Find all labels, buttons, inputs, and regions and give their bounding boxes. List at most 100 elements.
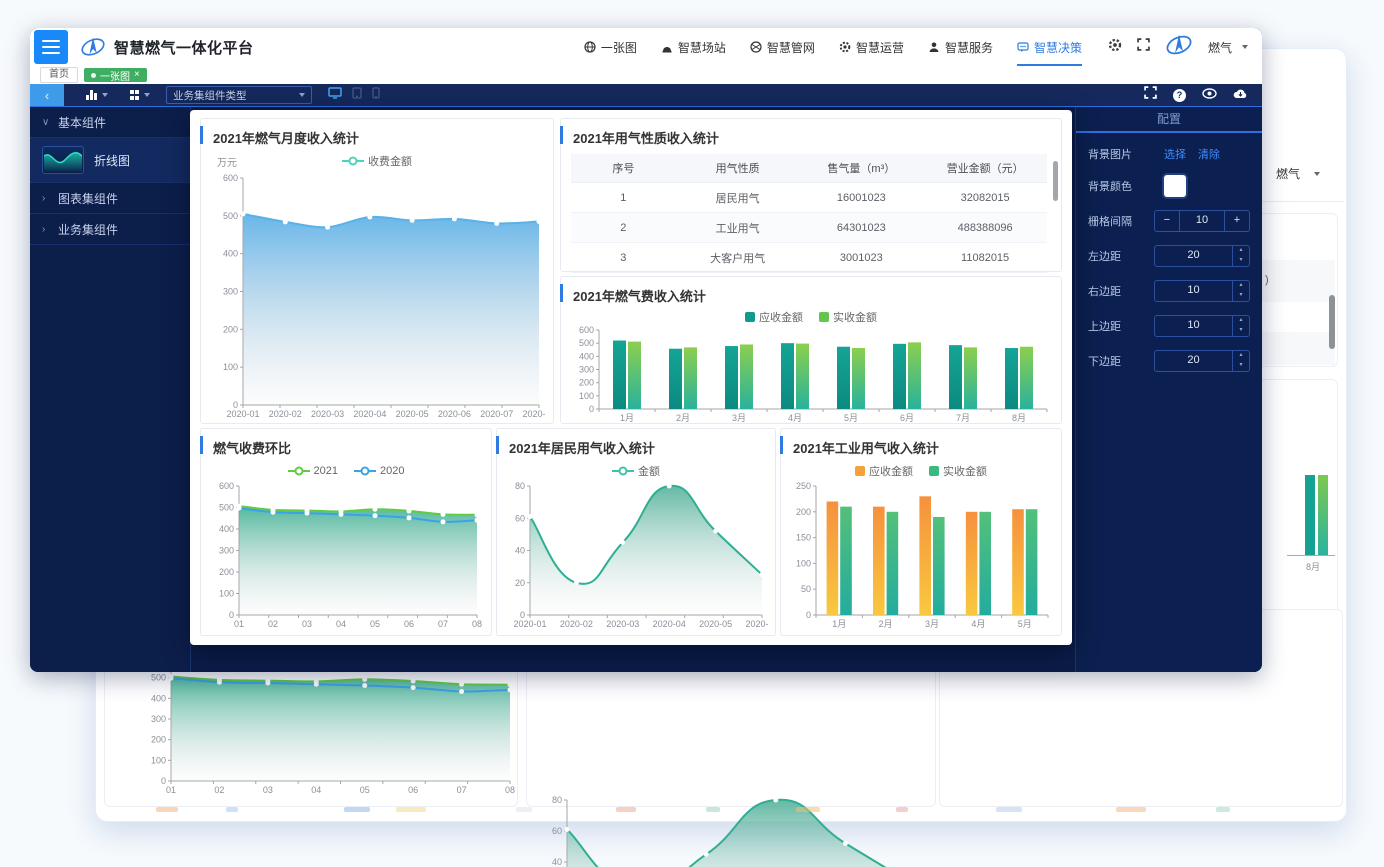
bg-image-clear-link[interactable]: 清除	[1198, 146, 1220, 162]
col-header: 售气量（m³）	[799, 154, 923, 183]
panel-title: 2021年燃气月度收入统计	[201, 119, 553, 150]
margin-right-input[interactable]: 10 ▴▾	[1154, 280, 1250, 302]
bg-image-select-link[interactable]: 选择	[1164, 146, 1186, 162]
field-label: 背景颜色	[1088, 178, 1152, 194]
nav-item-smart-decision[interactable]: 智慧决策	[1017, 28, 1082, 66]
spin-down-icon[interactable]: ▾	[1233, 291, 1249, 301]
group-label: 图表集组件	[58, 190, 118, 207]
svg-text:500: 500	[223, 211, 238, 221]
table-row[interactable]: 3大客户用气300102311082015	[571, 243, 1047, 273]
tab-home[interactable]: 首页	[40, 67, 78, 83]
table-row[interactable]: 2工业用气64301023488388096	[571, 213, 1047, 243]
legend-item[interactable]: 应收金额	[855, 463, 913, 479]
org-dropdown[interactable]: 燃气	[1208, 39, 1248, 56]
spinner: ▴▾	[1232, 316, 1249, 336]
background-org-selector[interactable]: 燃气	[1276, 165, 1320, 182]
svg-text:150: 150	[796, 533, 811, 543]
mobile-icon[interactable]	[372, 86, 380, 104]
main-nav: 一张图 智慧场站 智慧管网 智慧运营 智慧服务	[572, 28, 1094, 66]
bg-color-swatch[interactable]	[1164, 175, 1186, 197]
table-scrollbar[interactable]	[1053, 161, 1058, 201]
chart-legend[interactable]: 应收金额实收金额	[745, 309, 877, 325]
axis-label: 8月	[1306, 560, 1320, 573]
plus-button[interactable]: +	[1225, 211, 1249, 231]
sidebar-group-basic[interactable]: ∨ 基本组件	[30, 107, 190, 138]
spinner: ▴▾	[1232, 281, 1249, 301]
value[interactable]: 20	[1155, 351, 1232, 371]
spin-down-icon[interactable]: ▾	[1233, 361, 1249, 371]
legend-item[interactable]: 应收金额	[745, 309, 803, 325]
svg-text:1月: 1月	[620, 413, 634, 423]
close-icon[interactable]: ×	[134, 70, 140, 80]
legend-item[interactable]: 金额	[612, 463, 660, 479]
svg-text:2020-02: 2020-02	[560, 619, 593, 629]
minus-button[interactable]: −	[1155, 211, 1179, 231]
config-bg-color-row: 背景颜色	[1088, 175, 1250, 197]
margin-top-input[interactable]: 10 ▴▾	[1154, 315, 1250, 337]
svg-text:2020-07: 2020-07	[480, 409, 513, 419]
spin-up-icon[interactable]: ▴	[1233, 351, 1249, 361]
grid-gap-value[interactable]: 10	[1179, 211, 1225, 231]
legend-item[interactable]: 实收金额	[819, 309, 877, 325]
value[interactable]: 10	[1155, 316, 1232, 336]
legend-item[interactable]: 收费金额	[342, 153, 412, 169]
legend-item[interactable]: 2021	[288, 465, 338, 477]
widget-grid-dropdown[interactable]	[130, 90, 151, 100]
preview-eye-icon[interactable]	[1202, 86, 1217, 104]
svg-text:7月: 7月	[956, 413, 970, 423]
save-cloud-icon[interactable]	[1233, 86, 1248, 104]
nav-item-smart-pipeline[interactable]: 智慧管网	[750, 28, 815, 66]
spin-up-icon[interactable]: ▴	[1233, 246, 1249, 256]
svg-text:07: 07	[438, 619, 448, 629]
nav-item-one-map[interactable]: 一张图	[584, 28, 637, 66]
sidebar-group-business[interactable]: › 业务集组件	[30, 214, 190, 245]
svg-text:2020-05: 2020-05	[396, 409, 429, 419]
industry-income-panel: 2021年工业用气收入统计 应收金额实收金额 0501001502002501月…	[780, 428, 1062, 636]
svg-text:200: 200	[219, 567, 234, 577]
back-button[interactable]: ‹	[30, 84, 64, 106]
legend-item[interactable]: 实收金额	[929, 463, 987, 479]
svg-text:500: 500	[151, 673, 166, 683]
spin-down-icon[interactable]: ▾	[1233, 326, 1249, 336]
svg-text:2月: 2月	[879, 619, 893, 629]
chart-legend[interactable]: 收费金额	[342, 153, 412, 169]
value[interactable]: 20	[1155, 246, 1232, 266]
nav-item-smart-service[interactable]: 智慧服务	[928, 28, 993, 66]
spin-up-icon[interactable]: ▴	[1233, 316, 1249, 326]
spin-up-icon[interactable]: ▴	[1233, 281, 1249, 291]
footer-blob	[796, 807, 820, 812]
margin-bottom-input[interactable]: 20 ▴▾	[1154, 350, 1250, 372]
chart-legend[interactable]: 应收金额实收金额	[855, 463, 987, 479]
chart-legend[interactable]: 2021 2020	[288, 465, 405, 477]
settings-gear-icon[interactable]	[1108, 38, 1122, 57]
margin-left-input[interactable]: 20 ▴▾	[1154, 245, 1250, 267]
table-row[interactable]: 1居民用气1600102332082015	[571, 183, 1047, 213]
chart-type-dropdown[interactable]	[86, 90, 108, 100]
sidebar-item-line-chart[interactable]: 折线图	[30, 138, 190, 183]
svg-text:06: 06	[404, 619, 414, 629]
chart-legend[interactable]: 金额	[612, 463, 660, 479]
tab-one-map[interactable]: 一张图 ×	[84, 68, 147, 82]
sidebar-group-chartset[interactable]: › 图表集组件	[30, 183, 190, 214]
title-accent-bar	[560, 284, 563, 302]
fullscreen-icon[interactable]	[1137, 38, 1150, 56]
expand-icon[interactable]	[1144, 86, 1157, 104]
user-avatar-logo[interactable]	[1165, 31, 1193, 64]
value[interactable]: 10	[1155, 281, 1232, 301]
desktop-icon[interactable]	[328, 86, 342, 104]
footer-blob	[1116, 807, 1146, 812]
hamburger-menu-button[interactable]	[34, 30, 68, 64]
field-label: 上边距	[1088, 318, 1152, 334]
nav-item-smart-station[interactable]: 智慧场站	[661, 28, 726, 66]
tablet-icon[interactable]	[352, 86, 362, 104]
config-margin-left-row: 左边距 20 ▴▾	[1088, 245, 1250, 267]
legend-line-marker	[342, 156, 364, 166]
legend-item[interactable]: 2020	[354, 465, 404, 477]
caret-down-icon	[1242, 45, 1248, 49]
help-icon[interactable]: ?	[1173, 89, 1186, 102]
spin-down-icon[interactable]: ▾	[1233, 256, 1249, 266]
background-scrollbar[interactable]	[1329, 295, 1335, 349]
nav-item-smart-operations[interactable]: 智慧运营	[839, 28, 904, 66]
svg-text:02: 02	[268, 619, 278, 629]
component-type-select[interactable]: 业务集组件类型	[166, 86, 312, 104]
